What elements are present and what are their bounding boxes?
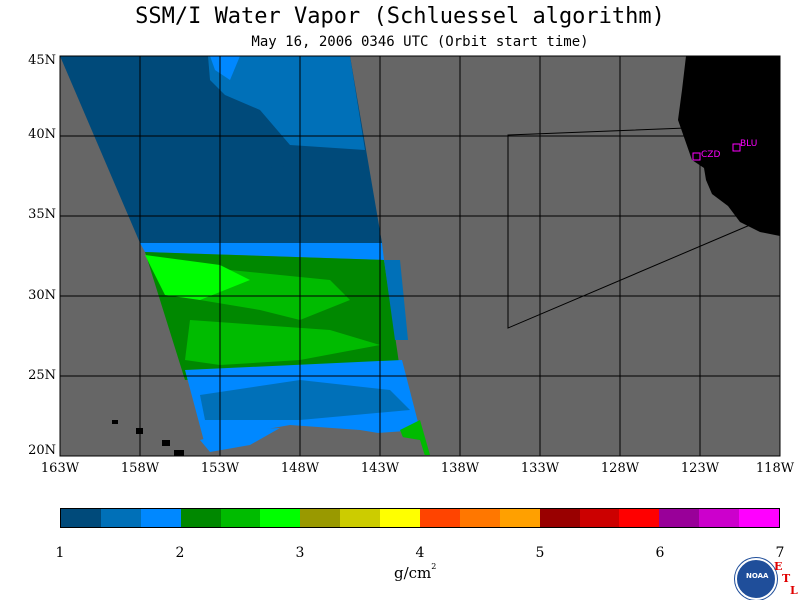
colorbar-tick-1: 1 — [55, 545, 65, 561]
lon-label-138w: 138W — [440, 461, 480, 476]
colorbar-unit-sup: 2 — [431, 562, 437, 571]
colorbar-swatch-17 — [739, 509, 780, 527]
lon-label-153w: 153W — [200, 461, 240, 476]
colorbar-tick-5: 5 — [535, 545, 545, 561]
colorbar-swatch-5 — [260, 509, 301, 527]
colorbar-swatch-11 — [499, 509, 540, 527]
land-california — [678, 56, 780, 236]
station-markers: CZD BLU — [692, 139, 757, 161]
swath-band-green-mid2 — [185, 320, 380, 365]
station-blu-label: BLU — [740, 139, 757, 149]
colorbar-swatch-10 — [459, 509, 500, 527]
colorbar-tick-4: 4 — [415, 545, 425, 561]
swath-band-blue-edge — [210, 56, 240, 80]
colorbar-swatch-13 — [579, 509, 620, 527]
lat-label-45n: 45N — [28, 53, 56, 68]
lon-label-163w: 163W — [40, 461, 80, 476]
etl-letter-t: T — [782, 572, 791, 585]
colorbar-swatch-15 — [659, 509, 700, 527]
lon-label-158w: 158W — [120, 461, 160, 476]
colorbar-swatch-14 — [619, 509, 660, 527]
colorbar-swatch-16 — [699, 509, 740, 527]
etl-letter-l: L — [790, 584, 798, 597]
colorbar-tick-7: 7 — [775, 545, 785, 561]
station-blu-marker — [732, 143, 741, 152]
map-border — [59, 55, 781, 457]
colorbar-unit-text: g/cm — [394, 564, 432, 582]
lon-label-133w: 133W — [520, 461, 560, 476]
colorbar-swatch-7 — [340, 509, 381, 527]
swath-band-green-bright — [145, 255, 250, 300]
colorbar-swatch-12 — [539, 509, 580, 527]
lon-label-118w: 118W — [755, 461, 795, 476]
lat-label-25n: 25N — [28, 368, 56, 383]
domain-outline — [507, 127, 751, 329]
lon-label-123w: 123W — [680, 461, 720, 476]
colorbar-swatch-0 — [61, 509, 101, 527]
station-czd-label: CZD — [701, 150, 720, 160]
lon-label-143w: 143W — [360, 461, 400, 476]
colorbar-swatch-9 — [420, 509, 460, 527]
colorbar-swatch-2 — [140, 509, 181, 527]
colorbar-unit: g/cm2 — [394, 562, 437, 582]
colorbar-tick-3: 3 — [295, 545, 305, 561]
lon-label-128w: 128W — [600, 461, 640, 476]
colorbar-swatch-1 — [100, 509, 141, 527]
colorbar-swatch-4 — [220, 509, 261, 527]
chart-subtitle: May 16, 2006 0346 UTC (Orbit start time) — [251, 34, 589, 50]
lat-label-20n: 20N — [28, 443, 56, 458]
station-czd-marker — [692, 152, 701, 161]
colorbar-swatch-3 — [180, 509, 221, 527]
colorbar — [60, 508, 780, 528]
colorbar-swatch-6 — [300, 509, 341, 527]
swath-band-mid-north2 — [140, 160, 382, 243]
lat-label-40n: 40N — [28, 127, 56, 142]
noaa-logo-text: NOAA — [746, 572, 769, 580]
noaa-logo — [735, 558, 777, 600]
swath-band-mid-north — [208, 56, 365, 150]
colorbar-tick-6: 6 — [655, 545, 665, 561]
swath-band-blue-a — [140, 243, 384, 260]
colorbar-tick-2: 2 — [175, 545, 185, 561]
colorbar-swatch-8 — [380, 509, 421, 527]
etl-letter-e: E — [774, 560, 783, 573]
chart-title: SSM/I Water Vapor (Schluessel algorithm) — [135, 4, 665, 29]
swath-band-mid-lower — [200, 380, 410, 420]
lat-label-30n: 30N — [28, 288, 56, 303]
swath-band-dark-right — [384, 260, 408, 340]
lat-label-35n: 35N — [28, 207, 56, 222]
lon-label-148w: 148W — [280, 461, 320, 476]
